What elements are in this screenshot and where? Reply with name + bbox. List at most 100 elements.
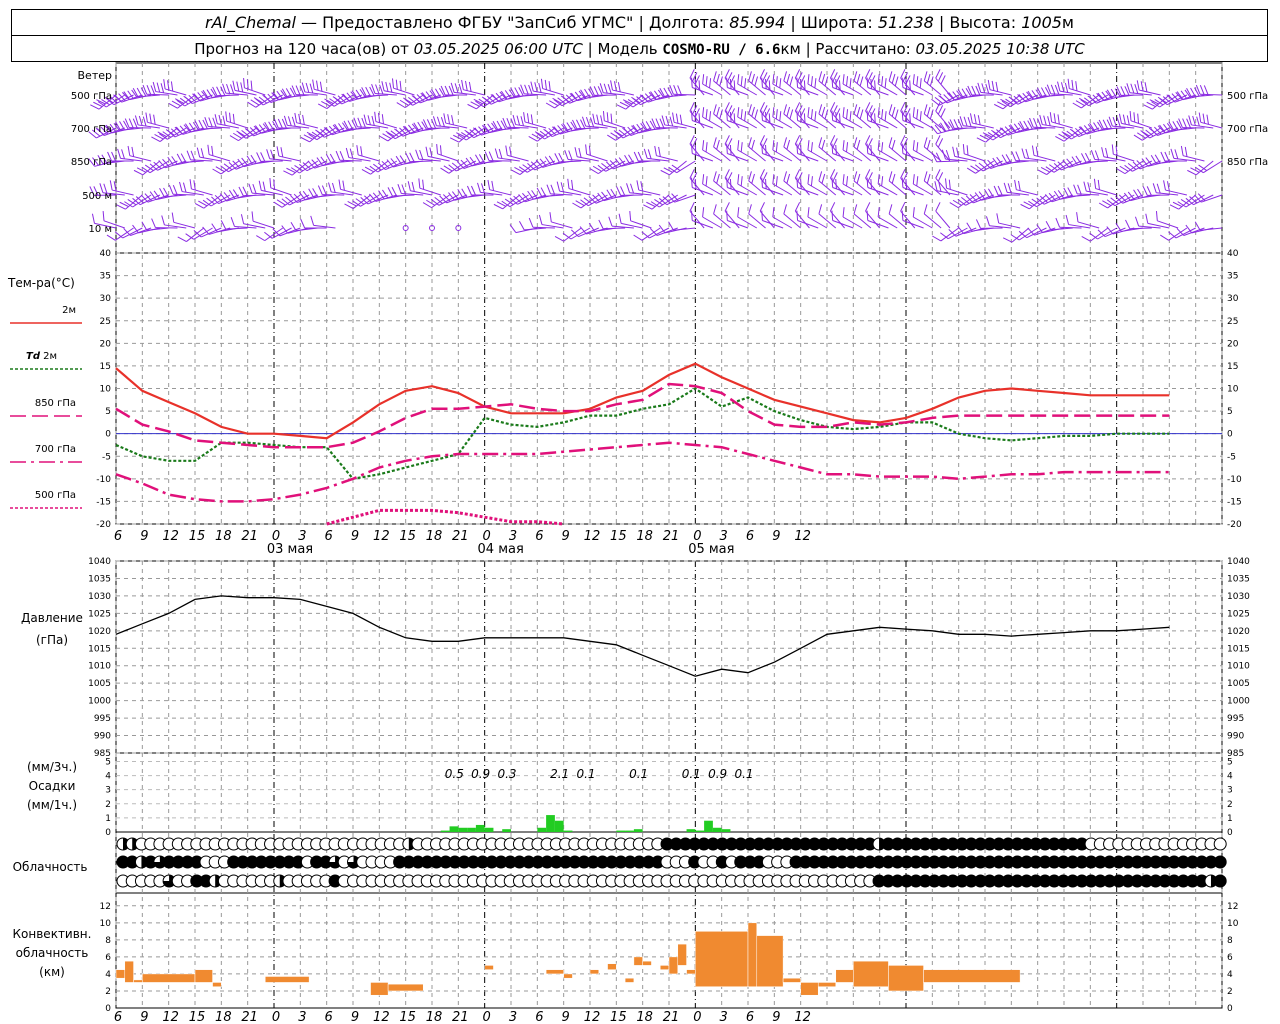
wind-barb	[877, 207, 898, 229]
wind-barb	[957, 194, 986, 206]
wind-barb	[1136, 80, 1161, 96]
conv-ytick-right: 2	[1227, 987, 1233, 997]
wind-barb	[796, 177, 819, 196]
wind-barb	[654, 145, 678, 162]
wind-barb	[689, 169, 705, 196]
wind-barb	[564, 150, 591, 162]
wind-barb	[983, 159, 1012, 169]
legend-label-4: 500 гПа	[35, 490, 76, 501]
wind-barb	[1115, 194, 1144, 204]
precip-ytick-left: 2	[105, 800, 111, 810]
wind-barb	[1098, 194, 1126, 209]
wind-barb	[831, 77, 854, 96]
wind-barb	[1045, 221, 1073, 231]
wind-barb	[923, 204, 942, 229]
precip-bar	[467, 827, 476, 832]
wind-barb	[202, 226, 231, 235]
wind-barb	[865, 135, 881, 162]
x-tick-label: 6	[746, 529, 754, 544]
temp-ytick-right: 0	[1227, 430, 1233, 440]
wind-barb	[783, 204, 801, 229]
wind-barb	[772, 74, 793, 96]
wind-barb	[123, 227, 152, 236]
x-tick-label: 12	[162, 1010, 179, 1024]
wind-barb	[214, 114, 239, 129]
wind-barb	[935, 169, 951, 196]
wind-barb	[91, 213, 117, 229]
temp-series-1	[115, 387, 1170, 480]
x-tick-label: 15	[610, 529, 627, 544]
wind-barb	[939, 92, 968, 104]
wind-barb	[865, 169, 881, 196]
wind-barb	[737, 140, 758, 162]
wind-barb	[726, 143, 749, 162]
wind-barb	[124, 118, 152, 129]
x-tick-label: 15	[399, 1010, 416, 1024]
conv-ytick-left: 4	[105, 970, 111, 980]
latitude-value: 51.238	[877, 13, 934, 32]
conv-bar	[853, 960, 889, 987]
forecast-label: Прогноз на 120 часа(ов) от	[194, 40, 414, 58]
wind-barb	[691, 143, 714, 162]
wind-barb	[176, 94, 205, 107]
conv-bar	[800, 982, 819, 996]
precip-unit-1h: (мм/1ч.)	[27, 798, 77, 812]
conv-bar	[607, 963, 617, 970]
wind-barb	[641, 120, 670, 131]
latitude-label: | Широта:	[785, 13, 878, 32]
wind-barb	[99, 183, 125, 196]
legend-label-3: 700 гПа	[35, 444, 76, 455]
wind-barb	[294, 112, 319, 129]
conv-bar	[659, 965, 670, 970]
wind-barb	[152, 81, 178, 96]
wind-barb	[1170, 148, 1196, 162]
wind-barb	[404, 94, 433, 106]
wind-barb	[831, 177, 854, 196]
conv-bar	[563, 973, 573, 979]
wind-barb	[1029, 117, 1056, 129]
wind-barb	[783, 104, 801, 129]
wind-barb	[759, 135, 775, 162]
wind-level-label: 700 гПа	[71, 124, 112, 135]
wind-barb	[761, 210, 784, 229]
conv-ytick-left: 2	[105, 987, 111, 997]
wind-barb	[623, 125, 652, 136]
wind-barb	[264, 227, 292, 239]
wind-barb	[1083, 181, 1108, 196]
wind-barb	[540, 78, 564, 96]
wind-barb	[831, 143, 854, 162]
wind-barb	[272, 227, 301, 237]
wind-barb	[273, 118, 301, 129]
wind-barb	[379, 127, 406, 142]
conv-bar	[923, 969, 1021, 983]
header-forecast-line: Прогноз на 120 часа(ов) от 03.05.2025 06…	[11, 35, 1268, 62]
x-tick-label: 21	[241, 1010, 258, 1024]
precip-bar	[458, 827, 468, 832]
wind-barb	[356, 145, 380, 162]
conv-bar	[133, 979, 143, 983]
wind-barb	[528, 217, 555, 229]
wind-barb	[661, 115, 687, 129]
wind-level-label-right: 700 гПа	[1227, 124, 1268, 135]
wind-barb	[592, 113, 617, 129]
wind-barb	[737, 107, 758, 129]
wind-barb	[901, 210, 924, 229]
wind-barb	[546, 184, 573, 196]
wind-barb	[912, 74, 933, 96]
date-label: 03 мая	[267, 542, 313, 557]
forecast-time: 03.05.2025 06:00 UTC	[413, 40, 583, 58]
wind-barb	[691, 177, 714, 196]
x-tick-label: 12	[794, 529, 811, 544]
conv-ytick-right: 12	[1227, 902, 1238, 912]
wind-barb	[238, 186, 266, 197]
precip-title: Осадки	[29, 779, 76, 793]
wind-barb	[193, 227, 222, 238]
wind-barb	[783, 71, 801, 96]
wind-barb	[328, 182, 354, 196]
wind-barb	[632, 94, 661, 106]
wind-barb	[168, 94, 196, 109]
wind-barb	[269, 177, 292, 196]
legend-label-0: 2м	[62, 305, 76, 316]
precip-ytick-right: 3	[1227, 786, 1233, 796]
wind-barb	[345, 147, 371, 162]
